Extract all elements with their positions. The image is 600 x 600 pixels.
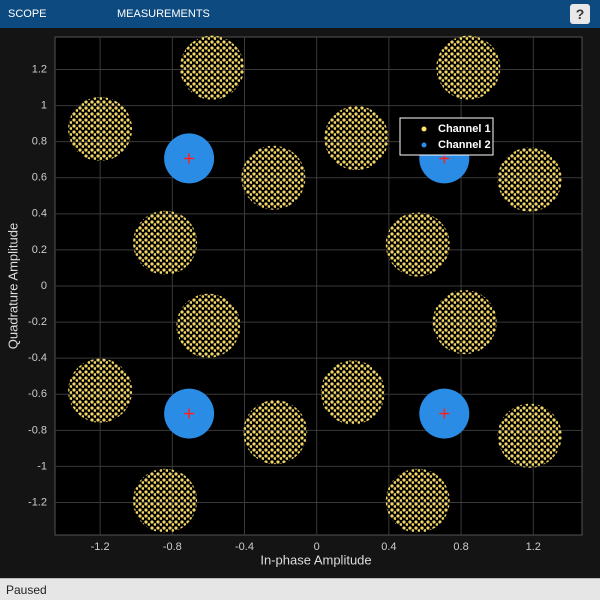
x-tick-label: 0.8 (453, 541, 468, 553)
y-axis-label: Quadrature Amplitude (5, 223, 20, 349)
y-tick-label: 1.2 (32, 63, 47, 75)
reference-marker (439, 408, 450, 419)
point-cloud (133, 210, 198, 275)
x-axis-label: In-phase Amplitude (260, 552, 371, 567)
point-cloud (68, 97, 133, 162)
point-cloud (243, 400, 308, 465)
y-tick-label: 0.4 (32, 208, 47, 220)
y-tick-label: -0.6 (28, 388, 47, 400)
y-tick-label: 0 (41, 280, 47, 292)
y-tick-label: -0.4 (28, 352, 47, 364)
point-cloud (385, 468, 450, 533)
x-tick-label: 1.2 (526, 541, 541, 553)
status-bar: Paused (0, 578, 600, 600)
y-tick-label: 0.6 (32, 172, 47, 184)
legend-label: Channel 2 (438, 139, 491, 151)
status-text: Paused (6, 583, 47, 597)
point-cloud (497, 147, 562, 212)
point-cloud (436, 35, 501, 100)
x-tick-label: -1.2 (91, 541, 110, 553)
y-tick-label: -0.2 (28, 316, 47, 328)
point-cloud (241, 145, 306, 210)
legend-marker (421, 126, 427, 132)
point-cloud (133, 468, 198, 533)
point-cloud (68, 358, 133, 423)
y-tick-label: 0.2 (32, 244, 47, 256)
point-cloud (432, 290, 497, 355)
legend (399, 117, 494, 156)
y-tick-label: -1.2 (28, 496, 47, 508)
toolbar: SCOPE MEASUREMENTS ? (0, 0, 600, 28)
point-cloud (497, 403, 562, 468)
y-tick-label: -1 (37, 460, 47, 472)
point-cloud (324, 106, 389, 171)
legend-label: Channel 1 (438, 123, 491, 135)
x-tick-label: -0.8 (163, 541, 182, 553)
y-tick-label: 0.8 (32, 136, 47, 148)
point-cloud (385, 212, 450, 277)
x-tick-label: 0 (314, 541, 320, 553)
chart: In-phase Amplitude Quadrature Amplitude … (5, 35, 583, 567)
tab[interactable]: SCOPE (8, 8, 47, 20)
tab[interactable]: MEASUREMENTS (117, 8, 210, 20)
x-tick-label: 0.4 (381, 541, 396, 553)
x-tick-label: -0.4 (235, 541, 254, 553)
reference-marker (184, 153, 195, 164)
y-tick-label: 1 (41, 99, 47, 111)
legend-marker (421, 142, 427, 148)
point-cloud (320, 360, 385, 425)
y-tick-label: -0.8 (28, 424, 47, 436)
point-cloud (176, 293, 241, 358)
reference-marker (184, 408, 195, 419)
point-cloud (180, 35, 245, 100)
help-button[interactable]: ? (570, 4, 590, 24)
